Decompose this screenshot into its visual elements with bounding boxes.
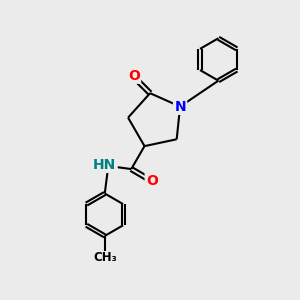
Text: HN: HN — [93, 158, 116, 172]
Text: O: O — [146, 174, 158, 188]
Text: N: N — [174, 100, 186, 114]
Text: O: O — [128, 68, 140, 83]
Text: CH₃: CH₃ — [93, 250, 117, 264]
